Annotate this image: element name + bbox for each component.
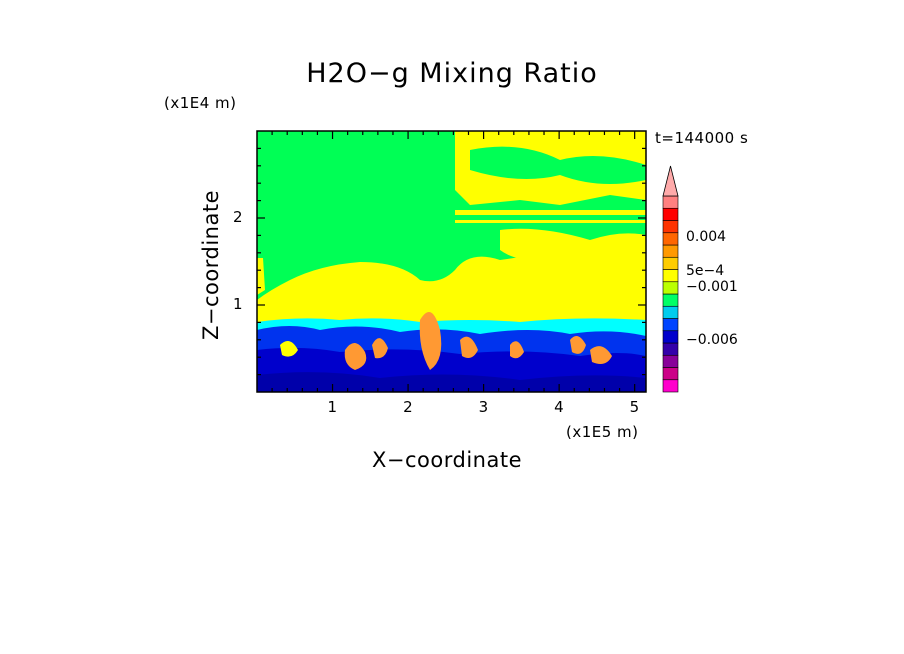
colorbar-label: 5e−4 (686, 263, 725, 279)
horizontal-band (455, 210, 646, 215)
chart-title: H2O−g Mixing Ratio (306, 58, 598, 89)
x-tick-label: 3 (478, 398, 489, 416)
plume-4 (460, 336, 478, 358)
left-edge-wisp (257, 258, 265, 295)
colorbar-swatch (662, 281, 679, 295)
plume-7 (590, 346, 612, 364)
y-unit-label: (x1E4 m) (164, 94, 237, 112)
x-tick-label: 5 (629, 398, 640, 416)
plume-2 (372, 338, 388, 359)
colorbar-swatch (662, 232, 679, 246)
colorbar-swatch (662, 354, 679, 368)
plot-frame (256, 130, 647, 393)
x-ticks (271, 131, 636, 392)
x-tick-label: 1 (327, 398, 338, 416)
colorbar-label: −0.006 (686, 332, 738, 348)
plume-8 (280, 341, 298, 357)
colorbar-swatch (662, 318, 679, 332)
colorbar-swatch (662, 244, 679, 258)
colorbar (662, 165, 679, 393)
colorbar-swatch (662, 379, 679, 393)
colorbar-swatch (662, 269, 679, 283)
y-tick-label: 2 (233, 208, 243, 226)
x-unit-label: (x1E5 m) (566, 423, 639, 441)
plume-1 (344, 342, 367, 370)
contour-field (257, 131, 646, 392)
x-axis-label: X−coordinate (372, 448, 522, 472)
plume-3 (419, 312, 442, 370)
y-tick-label: 1 (233, 295, 243, 313)
colorbar-swatch (662, 256, 679, 270)
colorbar-swatch (662, 207, 679, 221)
colorbar-extend-triangle (662, 165, 679, 197)
colorbar-swatch (662, 195, 679, 209)
colorbar-swatch (662, 330, 679, 344)
y-ticks (257, 147, 646, 376)
colorbar-label: 0.004 (686, 229, 727, 245)
x-tick-label: 2 (403, 398, 413, 416)
colorbar-swatch (662, 293, 679, 307)
horizontal-band-thin (455, 220, 646, 223)
colorbar-swatch (662, 220, 679, 234)
plume-5 (510, 341, 524, 359)
cloud-layer-region (257, 245, 646, 330)
plume-6 (570, 336, 586, 354)
colorbar-label: −0.001 (686, 279, 738, 295)
colorbar-swatch (662, 305, 679, 319)
x-tick-label: 4 (554, 398, 564, 416)
colorbar-swatch (662, 342, 679, 356)
colorbar-swatch (662, 367, 679, 381)
time-label: t=144000 s (655, 129, 749, 147)
upper-gap-region (470, 146, 646, 184)
surface-layer (257, 372, 646, 392)
